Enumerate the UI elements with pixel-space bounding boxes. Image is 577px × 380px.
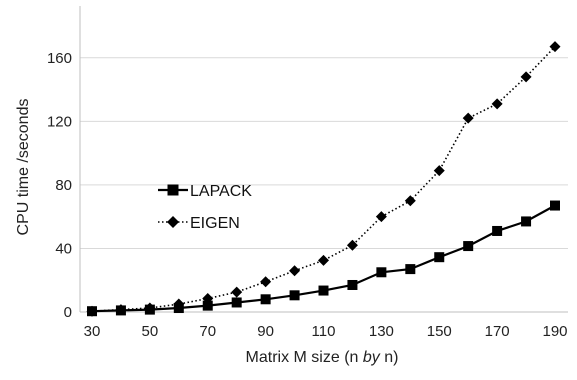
tick-layer: 0 40 80 120 160 30 50 70 90 110 130 150 170 190: [47, 50, 568, 340]
series-layer: [86, 41, 561, 317]
legend-label-lapack: LAPACK: [190, 183, 252, 200]
point-eigen-50: [144, 302, 156, 314]
point-eigen-130: [375, 211, 387, 223]
point-eigen-80: [231, 286, 243, 298]
point-eigen-70: [202, 292, 214, 304]
point-eigen-100: [289, 265, 301, 277]
point-lapack-120: [347, 279, 358, 290]
x-tick-label-50: 50: [142, 323, 159, 340]
x-tick-label-170: 170: [485, 323, 510, 340]
point-eigen-120: [346, 239, 358, 251]
point-lapack-80: [231, 297, 242, 308]
x-tick-label-110: 110: [312, 323, 336, 340]
legend-label-eigen: EIGEN: [190, 215, 240, 232]
y-tick-label-40: 40: [55, 240, 72, 257]
point-lapack-100: [289, 290, 300, 301]
point-eigen-60: [173, 298, 185, 310]
point-lapack-140: [405, 264, 416, 275]
legend: LAPACK EIGEN: [158, 183, 252, 232]
axis-layer: [79, 6, 568, 313]
point-lapack-180: [521, 216, 532, 227]
point-lapack-130: [376, 267, 387, 278]
point-eigen-90: [260, 276, 272, 288]
grid-layer: [80, 57, 568, 249]
x-axis-title-part-3: n): [380, 349, 399, 366]
x-tick-label-150: 150: [427, 323, 452, 340]
point-lapack-90: [260, 294, 271, 305]
x-tick-label-190: 190: [542, 323, 567, 340]
point-eigen-30: [86, 305, 98, 317]
y-tick-label-80: 80: [55, 177, 72, 194]
legend-marker-lapack: [167, 184, 179, 196]
x-tick-label-30: 30: [84, 323, 101, 340]
point-lapack-110: [318, 285, 329, 296]
point-eigen-150: [433, 165, 445, 177]
point-lapack-190: [550, 200, 560, 211]
point-lapack-160: [463, 241, 474, 252]
x-tick-label-90: 90: [257, 323, 274, 340]
point-eigen-180: [520, 71, 532, 83]
series-line-eigen: [91, 46, 556, 312]
point-eigen-140: [404, 195, 416, 207]
point-eigen-40: [115, 304, 127, 316]
x-axis-title: Matrix M size (n by n): [246, 349, 399, 366]
point-lapack-70: [202, 300, 213, 311]
x-axis-title-part-2: by: [363, 349, 381, 366]
point-eigen-190: [549, 41, 561, 53]
x-axis-title-part-1: Matrix M size (n: [246, 349, 363, 366]
y-axis-title: CPU time /seconds: [15, 99, 32, 236]
point-eigen-160: [462, 112, 474, 124]
x-tick-label-130: 130: [369, 323, 394, 340]
x-tick-label-70: 70: [199, 323, 216, 340]
y-tick-label-120: 120: [47, 113, 72, 130]
point-eigen-110: [318, 254, 329, 266]
point-eigen-170: [491, 98, 503, 110]
y-tick-label-0: 0: [64, 304, 72, 321]
y-tick-label-160: 160: [47, 50, 72, 67]
point-lapack-170: [492, 225, 503, 236]
point-lapack-150: [434, 252, 445, 263]
legend-marker-eigen: [167, 216, 179, 228]
